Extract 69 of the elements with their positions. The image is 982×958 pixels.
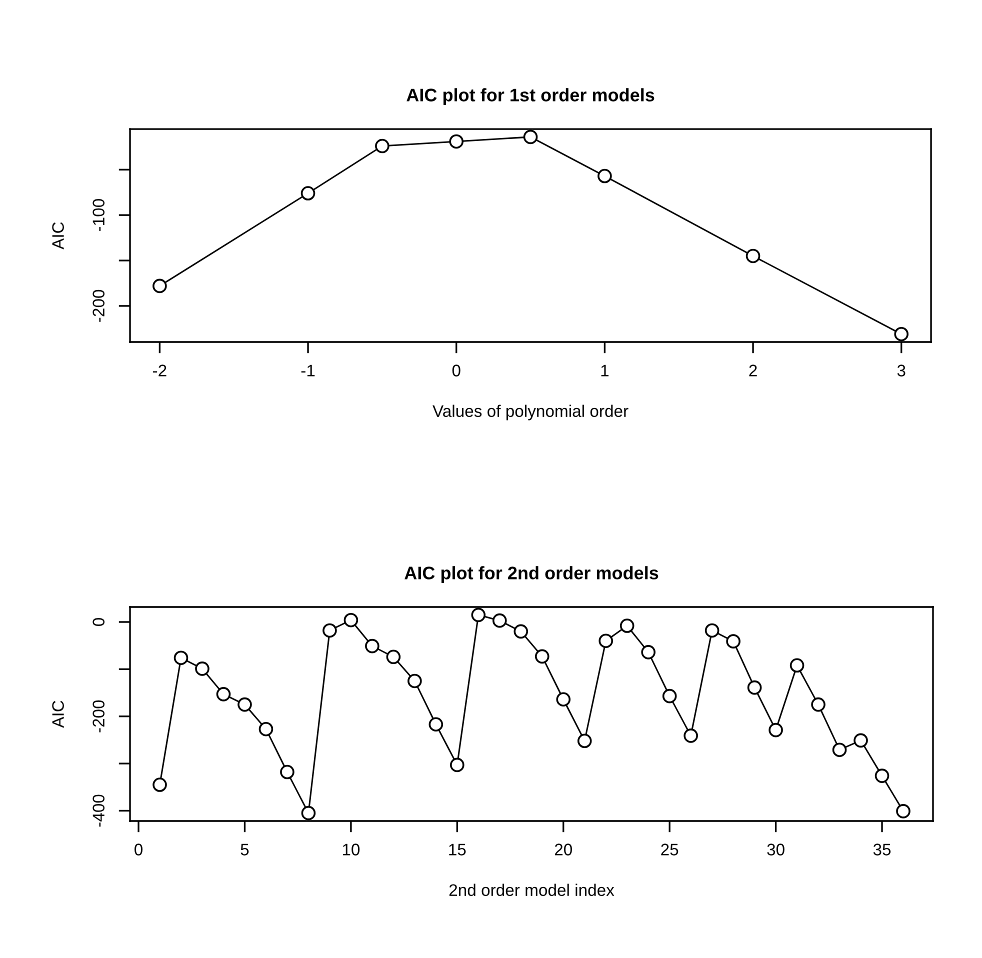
x-tick-label: -1 xyxy=(301,364,315,376)
y-tick-label: -200 xyxy=(92,700,104,732)
point xyxy=(598,634,614,648)
y-tick-label: -100 xyxy=(92,199,104,232)
x-tick-label: 0 xyxy=(452,364,460,376)
x-tick-label: 30 xyxy=(767,844,784,856)
point xyxy=(684,728,698,743)
point xyxy=(662,688,677,704)
x-tick-label: 20 xyxy=(554,844,572,856)
point xyxy=(790,658,804,673)
point xyxy=(174,650,188,666)
point xyxy=(768,722,783,738)
point xyxy=(726,634,740,648)
point xyxy=(428,717,444,732)
x-axis-title: Values of polynomial order xyxy=(432,404,628,420)
x-tick-label: 35 xyxy=(873,844,891,856)
point xyxy=(450,758,464,772)
point xyxy=(832,742,847,758)
point xyxy=(152,278,167,294)
point xyxy=(365,638,380,654)
x-tick-label: 1 xyxy=(601,364,609,376)
point xyxy=(577,734,592,748)
point xyxy=(216,687,231,702)
point xyxy=(854,733,868,748)
y-tick-label: -400 xyxy=(92,794,104,827)
x-tick-label: -2 xyxy=(153,364,166,376)
point xyxy=(492,613,507,628)
y-axis-title: AIC xyxy=(52,222,64,250)
chart-title: AIC plot for 1st order models xyxy=(406,88,654,106)
point xyxy=(344,612,358,628)
x-tick-label: 0 xyxy=(134,844,142,856)
x-tick-label: 3 xyxy=(897,364,906,376)
point xyxy=(195,662,210,676)
point xyxy=(514,624,528,639)
y-tick-label: 0 xyxy=(92,618,104,626)
x-axis-title: 2nd order model index xyxy=(449,884,614,896)
point xyxy=(523,130,538,144)
x-tick-label: 5 xyxy=(240,844,249,856)
x-tick-label: 2 xyxy=(749,364,757,376)
point xyxy=(704,623,720,638)
point xyxy=(322,623,337,638)
x-tick-label: 10 xyxy=(342,844,360,856)
point xyxy=(747,680,762,695)
point xyxy=(746,248,760,264)
point xyxy=(258,722,274,736)
point xyxy=(894,326,909,342)
point xyxy=(598,168,612,184)
point xyxy=(534,649,550,664)
x-tick-label: 15 xyxy=(449,844,466,856)
point xyxy=(238,697,252,712)
point xyxy=(471,608,486,622)
point xyxy=(280,764,294,780)
y-axis-title: AIC xyxy=(52,700,64,728)
y-tick-label: -200 xyxy=(92,290,104,322)
x-tick-label: 25 xyxy=(661,844,678,856)
point xyxy=(449,134,464,149)
point xyxy=(386,650,401,664)
point xyxy=(556,692,571,707)
point xyxy=(620,618,634,633)
point xyxy=(301,806,316,820)
point xyxy=(152,778,167,792)
point xyxy=(811,697,826,712)
point xyxy=(300,186,316,200)
point xyxy=(641,645,656,660)
point xyxy=(408,674,422,688)
point xyxy=(375,138,390,154)
chart-title: AIC plot for 2nd order models xyxy=(404,566,658,583)
point xyxy=(874,768,890,783)
point xyxy=(896,804,910,818)
